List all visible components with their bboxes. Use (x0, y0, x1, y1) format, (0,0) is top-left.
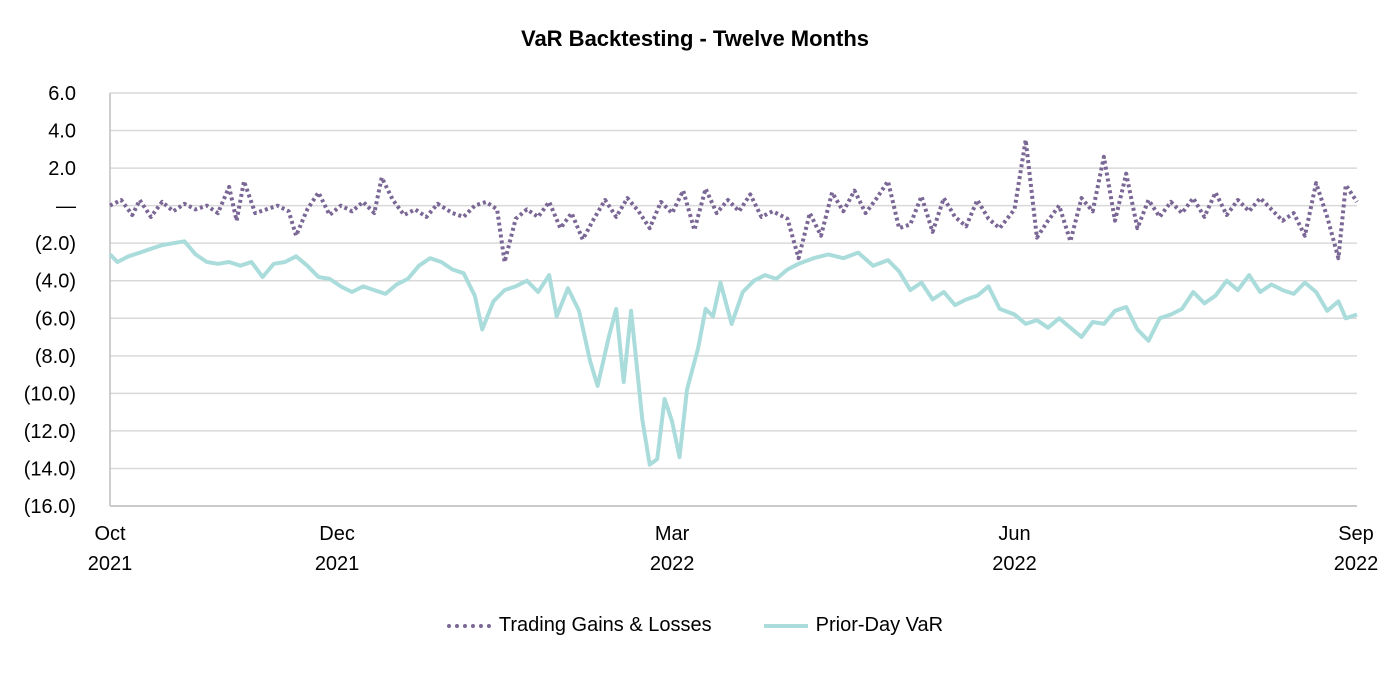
x-tick-label: Sep (1338, 523, 1374, 545)
x-tick-label: Jun (998, 523, 1030, 545)
legend-item-trading: Trading Gains & Losses (446, 614, 712, 637)
y-tick-label: 6.0 (48, 83, 76, 105)
series-line-var (108, 239, 1358, 467)
x-tick-label: Oct (94, 523, 126, 545)
legend-label-trading: Trading Gains & Losses (498, 614, 712, 636)
legend-swatch-var (763, 623, 808, 628)
x-tick-label: 2022 (1334, 553, 1379, 575)
x-tick-label: Mar (655, 523, 690, 545)
series-line-trading (109, 137, 1359, 264)
x-axis: Oct 2021 Dec 2021 Mar 2022 Jun 2022 Sep 2022 (88, 93, 1379, 575)
x-tick-label: 2021 (88, 553, 133, 575)
y-tick-label: — (56, 196, 76, 218)
y-tick-label: 2.0 (48, 158, 76, 180)
y-tick-label: 4.0 (48, 121, 76, 143)
chart-title: VaR Backtesting - Twelve Months (520, 26, 869, 51)
y-tick-label: (14.0) (24, 458, 76, 480)
y-tick-label: (8.0) (35, 346, 76, 368)
x-tick-label: Dec (319, 523, 355, 545)
y-tick-label: (16.0) (24, 496, 76, 518)
y-tick-label: (12.0) (24, 421, 76, 443)
y-tick-label: (2.0) (35, 233, 76, 255)
legend-item-var: Prior-Day VaR (763, 614, 944, 637)
x-tick-label: 2022 (650, 553, 695, 575)
chart-canvas: 6.0 4.0 2.0 — (2.0) (4.0) (6.0) (8.0) (10.0) (12.… (24, 83, 1379, 575)
y-tick-label: (4.0) (35, 271, 76, 293)
legend-label-var: Prior-Day VaR (815, 614, 944, 636)
y-tick-label: (6.0) (35, 308, 76, 330)
legend: Trading Gains & Losses Prior-Day VaR (0, 614, 1390, 637)
x-tick-label: 2021 (315, 553, 360, 575)
legend-swatch-trading (446, 623, 491, 628)
x-tick-label: 2022 (992, 553, 1037, 575)
grid-lines (110, 92, 1357, 507)
series-layer (108, 137, 1359, 467)
y-tick-label: (10.0) (24, 383, 76, 405)
y-axis: 6.0 4.0 2.0 — (2.0) (4.0) (6.0) (8.0) (10.0) (12.… (24, 83, 76, 518)
